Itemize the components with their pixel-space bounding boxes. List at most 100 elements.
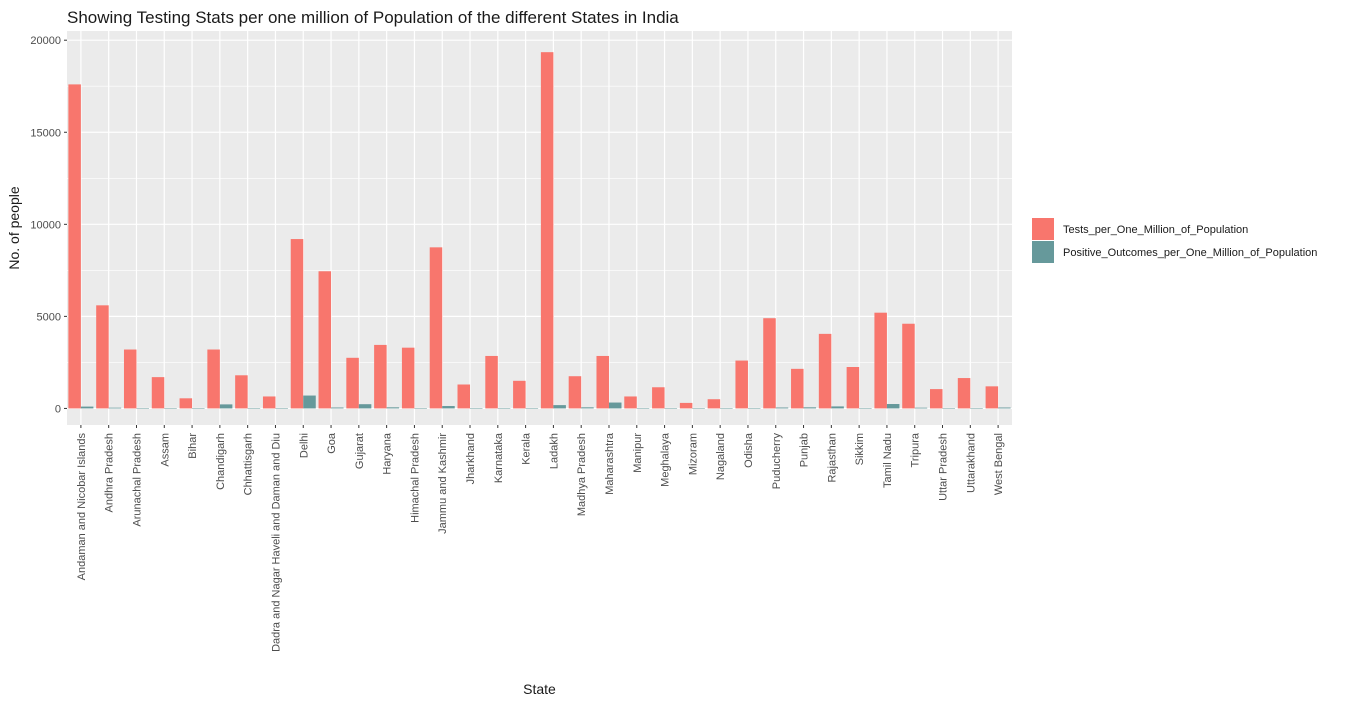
bar-positive-7 xyxy=(275,408,288,409)
x-tick-label: Odisha xyxy=(743,432,755,468)
legend-label-positive: Positive_Outcomes_per_One_Million_of_Pop… xyxy=(1063,247,1317,259)
x-tick-label: Andhra Pradesh xyxy=(104,433,116,513)
bar-positive-12 xyxy=(414,408,427,409)
x-axis-label: State xyxy=(523,681,556,697)
x-tick-label: Haryana xyxy=(382,432,394,474)
bar-tests-10 xyxy=(346,357,359,409)
y-axis-label: No. of people xyxy=(6,186,22,269)
bar-positive-16 xyxy=(525,408,539,409)
legend-key-tests xyxy=(1032,218,1054,240)
bar-positive-3 xyxy=(164,408,177,409)
x-tick-label: Punjab xyxy=(799,433,811,467)
x-tick-label: Madhya Pradesh xyxy=(576,433,588,516)
bar-tests-4 xyxy=(179,398,193,409)
bar-positive-24 xyxy=(747,408,761,409)
x-tick-label: Chhattisgarh xyxy=(243,433,255,495)
bar-tests-30 xyxy=(902,323,915,409)
bar-positive-11 xyxy=(386,407,400,409)
bar-positive-15 xyxy=(497,408,511,409)
bar-tests-5 xyxy=(207,349,220,409)
y-tick-label: 15000 xyxy=(30,127,61,139)
bar-positive-9 xyxy=(331,407,344,409)
bar-tests-15 xyxy=(485,355,498,409)
plot-panel xyxy=(67,31,1012,425)
bar-tests-14 xyxy=(457,384,471,409)
x-tick-label: Meghalaya xyxy=(660,432,672,487)
x-tick-label: Ladakh xyxy=(548,433,560,469)
x-tick-label: Goa xyxy=(326,432,338,454)
bar-positive-18 xyxy=(581,407,594,409)
bar-tests-7 xyxy=(262,396,276,409)
x-tick-label: Rajasthan xyxy=(826,433,838,483)
bar-tests-26 xyxy=(791,368,804,409)
bar-positive-10 xyxy=(358,404,372,409)
bar-tests-18 xyxy=(568,376,582,409)
bars xyxy=(68,52,1011,409)
x-tick-label: Jharkhand xyxy=(465,433,477,484)
x-tick-label: Mizoram xyxy=(687,433,699,475)
bar-tests-9 xyxy=(318,271,332,409)
x-tick-label: Uttarakhand xyxy=(965,433,977,493)
bar-tests-33 xyxy=(985,386,999,409)
bar-tests-6 xyxy=(235,375,248,409)
bar-tests-17 xyxy=(540,52,554,409)
bar-tests-21 xyxy=(652,387,665,409)
x-tick-label: Tamil Nadu xyxy=(882,433,894,488)
x-tick-label: Bihar xyxy=(187,433,199,459)
y-tick-label: 5000 xyxy=(37,311,61,323)
bar-tests-28 xyxy=(846,367,860,409)
x-tick-label: Assam xyxy=(159,433,171,467)
bar-tests-19 xyxy=(596,355,609,409)
bar-tests-27 xyxy=(818,333,832,409)
legend: Tests_per_One_Million_of_Population Posit… xyxy=(1032,218,1317,263)
bar-positive-26 xyxy=(803,407,817,409)
x-tick-label: Delhi xyxy=(298,433,310,458)
bar-positive-13 xyxy=(442,406,455,409)
bar-positive-5 xyxy=(219,404,233,409)
x-tick-label: Tripura xyxy=(910,432,922,467)
x-tick-label: Manipur xyxy=(632,433,644,473)
y-axis: 0 5000 10000 15000 20000 xyxy=(30,35,67,415)
bar-tests-31 xyxy=(930,389,943,409)
bar-tests-8 xyxy=(290,239,304,409)
bar-positive-1 xyxy=(108,407,122,409)
x-tick-label: Gujarat xyxy=(354,433,366,469)
bar-tests-3 xyxy=(151,377,165,409)
bar-positive-20 xyxy=(636,408,650,409)
x-tick-label: Dadra and Nagar Haveli and Daman and Diu xyxy=(270,433,282,652)
bar-tests-25 xyxy=(763,318,776,409)
bar-tests-23 xyxy=(707,399,721,409)
bar-positive-25 xyxy=(775,407,789,409)
bar-tests-0 xyxy=(68,84,81,409)
bar-tests-2 xyxy=(123,349,137,409)
bar-positive-30 xyxy=(914,407,928,409)
legend-key-positive xyxy=(1032,241,1054,263)
x-tick-label: Jammu and Kashmir xyxy=(437,433,449,534)
x-tick-label: Arunachal Pradesh xyxy=(131,433,143,527)
bar-positive-0 xyxy=(80,406,94,409)
bar-tests-12 xyxy=(401,347,415,409)
x-tick-label: West Bengal xyxy=(993,433,1005,495)
y-tick-label: 10000 xyxy=(30,219,61,231)
bar-positive-14 xyxy=(470,408,483,409)
bar-positive-27 xyxy=(831,406,844,409)
bar-tests-29 xyxy=(874,312,887,409)
bar-positive-2 xyxy=(136,408,149,409)
bar-positive-4 xyxy=(192,408,205,409)
bar-tests-11 xyxy=(374,344,387,409)
x-tick-label: Nagaland xyxy=(715,433,727,480)
chart-title: Showing Testing Stats per one million of… xyxy=(67,8,679,27)
x-tick-label: Karnataka xyxy=(493,432,505,483)
y-tick-label: 20000 xyxy=(30,35,61,47)
x-tick-label: Andaman and Nicobar Islands xyxy=(76,433,88,581)
x-axis: Andaman and Nicobar Islands Andhra Prades… xyxy=(76,425,1005,652)
bar-positive-8 xyxy=(303,395,316,409)
x-tick-label: Himachal Pradesh xyxy=(409,433,421,523)
x-tick-label: Kerala xyxy=(521,432,533,465)
bar-positive-21 xyxy=(664,408,678,409)
bar-positive-6 xyxy=(247,408,261,409)
x-tick-label: Maharashtra xyxy=(604,432,616,495)
bar-tests-22 xyxy=(679,402,693,409)
bar-tests-32 xyxy=(957,378,971,409)
